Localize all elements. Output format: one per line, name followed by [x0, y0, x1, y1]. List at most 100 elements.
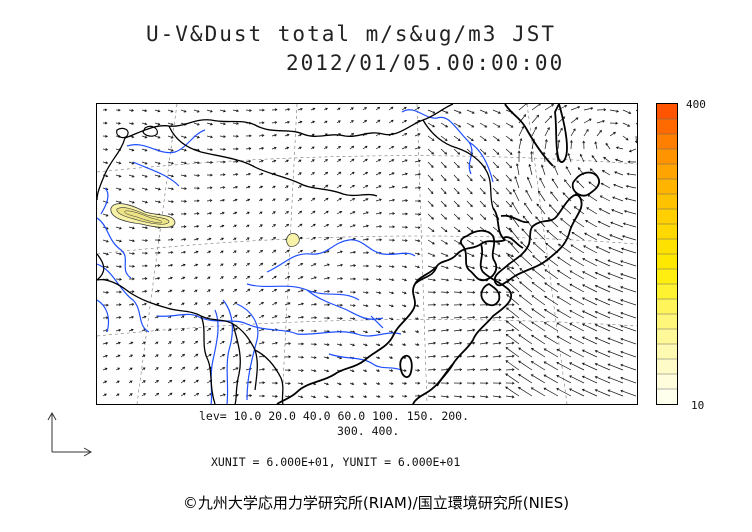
wind-vector-head [496, 152, 500, 155]
wind-vector [511, 202, 520, 215]
wind-vector [102, 368, 108, 371]
wind-vector-head [131, 148, 135, 152]
wind-vector-head [105, 354, 108, 358]
wind-vector [323, 172, 328, 176]
wind-vector [375, 159, 381, 163]
wind-vector [128, 200, 135, 204]
wind-vector-head [118, 121, 121, 125]
wind-vector-head [569, 375, 572, 378]
wind-vector [414, 265, 420, 268]
wind-vector-head [417, 106, 421, 110]
wind-vector [453, 395, 462, 398]
wind-vector-head [131, 122, 135, 126]
wind-vector [582, 284, 598, 293]
wind-vector-head [498, 278, 502, 282]
wind-vector [534, 229, 546, 241]
wind-vector-head [118, 316, 122, 319]
wind-vector [297, 382, 303, 385]
wind-vector-head [577, 105, 581, 109]
wind-vector-head [130, 354, 133, 358]
wind-vector-head [262, 108, 265, 112]
wind-vector [232, 122, 239, 125]
wind-vector [622, 235, 637, 241]
wind-vector [219, 314, 224, 319]
wind-vector-head [247, 301, 251, 305]
wind-vector [570, 257, 585, 267]
wind-vector-head [183, 135, 187, 139]
wind-vector-head [379, 211, 383, 215]
wind-vector-head [104, 380, 108, 384]
wind-vector-head [607, 324, 611, 328]
wind-vector-head [351, 132, 355, 136]
wind-vector [167, 135, 174, 139]
wind-vector [598, 221, 611, 228]
wind-vector-head [511, 303, 515, 307]
wind-vector-head [222, 186, 226, 189]
wind-vector-head [519, 268, 523, 271]
wind-vector-head [311, 146, 315, 150]
wind-vector [102, 252, 109, 255]
wind-vector [141, 148, 148, 152]
wind-vector-head [208, 353, 212, 357]
wind-vector-head [208, 340, 212, 344]
wind-vector [544, 295, 559, 306]
wind-vector [531, 321, 546, 332]
wind-vector [388, 304, 394, 307]
wind-vector [466, 109, 475, 114]
wind-vector-head [351, 158, 355, 162]
wind-vector [375, 185, 382, 189]
wind-vector [505, 226, 513, 233]
wind-vector [206, 340, 212, 345]
wind-vector-head [288, 382, 291, 385]
wind-vector [349, 224, 356, 228]
wind-vector-head [327, 290, 331, 293]
wind-vector-head [132, 264, 135, 268]
wind-vector [620, 338, 637, 345]
wind-vector [531, 282, 546, 293]
wind-vector-head [607, 311, 611, 315]
wind-vector [479, 316, 488, 319]
wind-vector-head [351, 145, 355, 149]
wind-vector-head [624, 197, 628, 201]
wind-vector-head [170, 263, 174, 267]
wind-vector-head [261, 315, 265, 318]
wind-vector-head [506, 294, 510, 297]
wind-vector [607, 311, 624, 319]
wind-vector-head [236, 109, 239, 113]
wind-vector-head [326, 382, 329, 386]
wind-vector-head [314, 329, 318, 333]
wind-vector-head [470, 204, 473, 208]
wind-vector [180, 148, 187, 151]
wind-vector-head [351, 120, 354, 123]
wind-vector-head [221, 237, 224, 241]
wind-vector [336, 356, 342, 359]
wind-vector-head [536, 114, 540, 118]
wind-vector [595, 272, 611, 280]
wind-vector-head [620, 312, 624, 315]
wind-vector-head [485, 368, 489, 372]
color-scale-band [657, 254, 677, 270]
wind-vector [557, 128, 563, 137]
wind-vector-head [526, 104, 528, 106]
wind-vector-head [483, 204, 486, 208]
wind-vector-head [156, 328, 159, 332]
wind-vector-head [325, 210, 329, 214]
wind-vector-head [338, 382, 342, 386]
wind-vector-head [576, 180, 579, 184]
wind-vector-head [313, 236, 316, 240]
wind-vector-head [327, 303, 331, 307]
wind-vector [362, 120, 367, 124]
wind-vector-head [417, 133, 421, 136]
wind-vector-head [433, 395, 437, 399]
wind-vector-head [353, 264, 357, 268]
wind-vector [623, 223, 637, 228]
wind-vector-head [132, 277, 135, 281]
wind-vector [466, 122, 474, 128]
wind-vector [582, 349, 598, 358]
wind-vector [557, 270, 572, 280]
wind-vector-head [498, 341, 502, 345]
wind-vector-head [299, 210, 303, 214]
wind-vector [336, 317, 343, 319]
wind-vector-head [262, 394, 266, 398]
wind-vector [362, 198, 369, 202]
